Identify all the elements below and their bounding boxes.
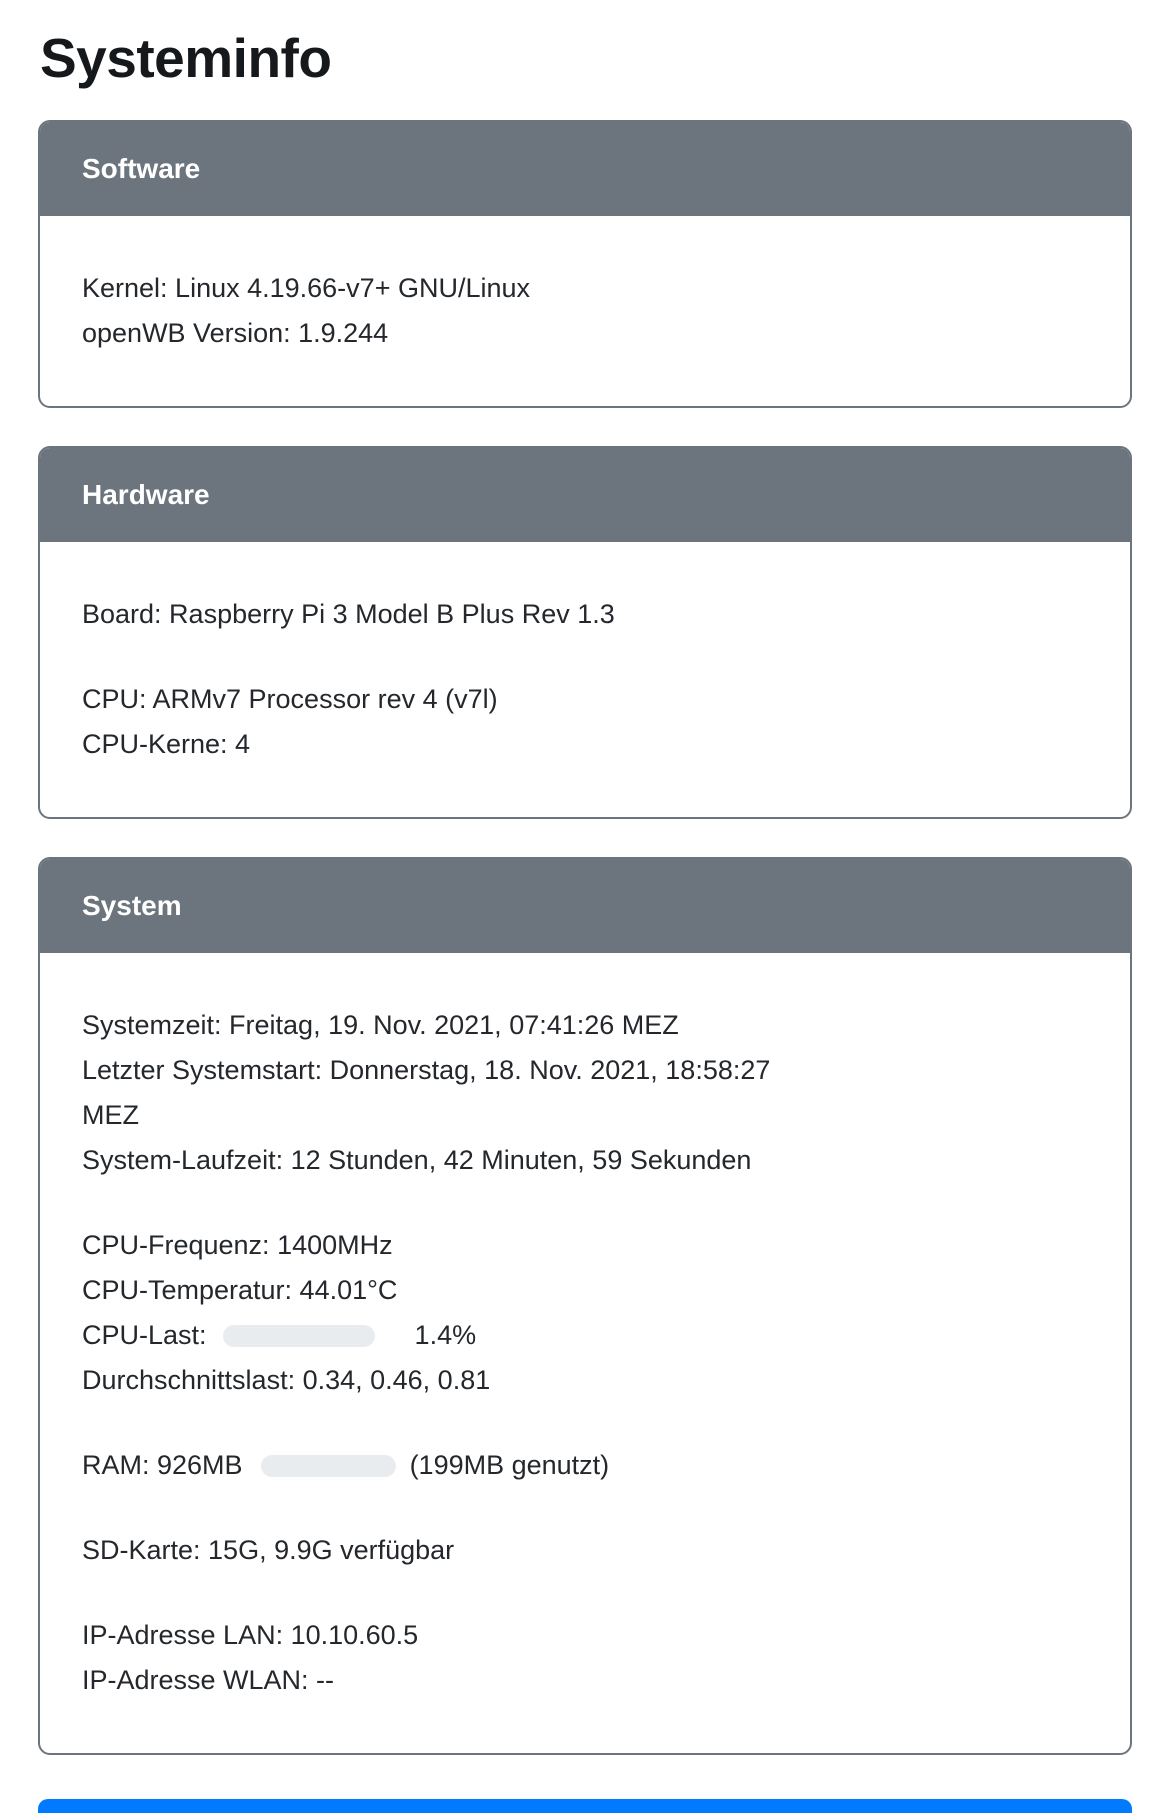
openwb-version-text: openWB Version: 1.9.244 <box>82 318 389 348</box>
system-card-body: Systemzeit: Freitag, 19. Nov. 2021, 07:4… <box>40 953 1130 1753</box>
hardware-card: Hardware Board: Raspberry Pi 3 Model B P… <box>38 446 1132 819</box>
board-text: Board: Raspberry Pi 3 Model B Plus Rev 1… <box>82 599 615 629</box>
kernel-version-text: Kernel: Linux 4.19.66-v7+ GNU/Linux <box>82 273 531 303</box>
cpu-cores-text: CPU-Kerne: 4 <box>82 729 251 759</box>
software-card: Software Kernel: Linux 4.19.66-v7+ GNU/L… <box>38 120 1132 408</box>
cpu-load-value: 1.4% <box>414 1320 477 1350</box>
ram-progressbar <box>260 1454 396 1477</box>
last-boot-text-line2: MEZ <box>82 1100 139 1130</box>
cpu-load-label: CPU-Last: <box>82 1320 207 1350</box>
cpu-model-text: CPU: ARMv7 Processor rev 4 (v7l) <box>82 684 498 714</box>
ram-label: RAM: 926MB <box>82 1450 243 1480</box>
cpu-temperature-text: CPU-Temperatur: 44.01°C <box>82 1275 398 1305</box>
next-card-header-peek <box>38 1799 1132 1813</box>
ram-used-value: (199MB genutzt) <box>409 1450 610 1480</box>
system-card: System Systemzeit: Freitag, 19. Nov. 202… <box>38 857 1132 1755</box>
last-boot-text-line1: Letzter Systemstart: Donnerstag, 18. Nov… <box>82 1055 771 1085</box>
load-average-text: Durchschnittslast: 0.34, 0.46, 0.81 <box>82 1365 491 1395</box>
cpu-load-progressbar <box>222 1324 375 1347</box>
sd-card-text: SD-Karte: 15G, 9.9G verfügbar <box>82 1535 455 1565</box>
software-card-header: Software <box>40 122 1130 216</box>
page-title: Systeminfo <box>40 27 332 89</box>
cpu-load-row: CPU-Last: 1.4% <box>82 1313 1088 1358</box>
system-time-text: Systemzeit: Freitag, 19. Nov. 2021, 07:4… <box>82 1010 679 1040</box>
hardware-card-header: Hardware <box>40 448 1130 542</box>
cpu-frequency-text: CPU-Frequenz: 1400MHz <box>82 1230 393 1260</box>
hardware-card-body: Board: Raspberry Pi 3 Model B Plus Rev 1… <box>40 542 1130 817</box>
ip-wlan-text: IP-Adresse WLAN: -- <box>82 1665 335 1695</box>
ram-row: RAM: 926MB (199MB genutzt) <box>82 1443 1088 1488</box>
software-card-body: Kernel: Linux 4.19.66-v7+ GNU/Linux open… <box>40 216 1130 406</box>
uptime-text: System-Laufzeit: 12 Stunden, 42 Minuten,… <box>82 1145 752 1175</box>
system-card-header: System <box>40 859 1130 953</box>
ip-lan-text: IP-Adresse LAN: 10.10.60.5 <box>82 1620 419 1650</box>
